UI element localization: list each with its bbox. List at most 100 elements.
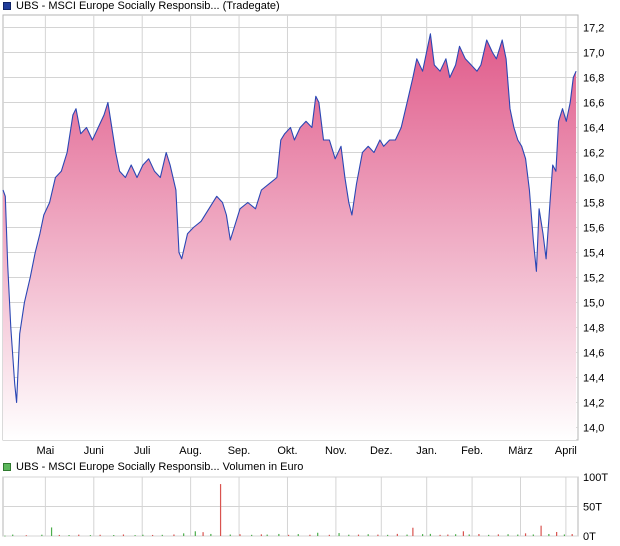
volume-legend-label: UBS - MSCI Europe Socially Responsib... …	[16, 461, 304, 473]
volume-legend: UBS - MSCI Europe Socially Responsib... …	[3, 461, 303, 473]
volume-legend-swatch	[3, 463, 11, 471]
volume-bar	[25, 535, 27, 537]
price-area-fill	[3, 33, 577, 441]
price-x-tick-label: Juni	[84, 445, 104, 457]
volume-bar	[260, 534, 262, 536]
volume-bar	[89, 535, 92, 536]
volume-bar	[68, 535, 70, 536]
price-x-tick-label: März	[508, 445, 532, 457]
volume-bar	[468, 534, 470, 536]
volume-bar	[142, 534, 144, 536]
price-y-tick-label: 16,4	[583, 123, 604, 135]
volume-bar	[524, 533, 527, 536]
price-y-tick-label: 14,0	[583, 423, 604, 435]
price-chart-panel: 14,0 14,2 14,4 14,6 14,8 15,0 15,2 15,4 15,6 15,8…	[2, 14, 604, 457]
volume-bar	[210, 533, 212, 536]
volume-bar	[194, 531, 196, 536]
volume-bar	[202, 532, 204, 536]
volume-bar	[229, 534, 231, 536]
price-x-tick-label: Aug.	[179, 445, 202, 457]
volume-bar	[239, 534, 241, 536]
volume-bar	[406, 534, 408, 536]
volume-bar	[338, 533, 340, 536]
price-x-tick-label: Sep.	[228, 445, 251, 457]
volume-bar	[317, 532, 319, 536]
price-x-tick-label: Okt.	[277, 445, 297, 457]
volume-bar	[455, 534, 457, 536]
volume-bar	[412, 527, 414, 536]
price-legend: UBS - MSCI Europe Socially Responsib... …	[3, 0, 280, 12]
volume-chart-panel: 0T 50T 100T	[2, 472, 608, 543]
volume-bar	[278, 533, 280, 536]
price-y-tick-label: 16,6	[583, 98, 604, 110]
volume-bar	[78, 534, 80, 536]
volume-bar	[12, 534, 14, 536]
price-y-tick-label: 14,4	[583, 373, 604, 385]
price-y-tick-label: 15,8	[583, 198, 604, 210]
volume-bar	[309, 534, 311, 536]
volume-bar	[161, 534, 163, 536]
volume-bar	[50, 527, 53, 536]
volume-bar	[563, 534, 566, 536]
volume-bar	[540, 525, 542, 536]
price-x-tick-label: Dez.	[370, 445, 393, 457]
volume-bar	[99, 534, 101, 536]
volume-bar	[357, 534, 360, 536]
volume-bar	[571, 534, 573, 536]
volume-y-tick-label: 50T	[583, 502, 602, 514]
volume-bar	[4, 535, 6, 537]
volume-y-tick-label: 0T	[583, 531, 596, 543]
price-series-line	[2, 33, 577, 404]
volume-bar	[41, 534, 43, 536]
price-y-tick-label: 15,6	[583, 223, 604, 235]
volume-bar	[429, 533, 431, 536]
price-x-tick-label: Nov.	[325, 445, 347, 457]
volume-bar	[219, 484, 222, 536]
volume-bar	[287, 534, 290, 536]
volume-bar	[439, 534, 441, 536]
volume-bar	[517, 534, 519, 536]
price-y-tick-label: 15,2	[583, 273, 604, 285]
volume-bar	[251, 534, 253, 536]
price-y-tick-label: 15,0	[583, 298, 604, 310]
price-y-tick-label: 17,2	[583, 23, 604, 35]
price-legend-label: UBS - MSCI Europe Socially Responsib... …	[16, 0, 280, 12]
volume-bar	[266, 534, 268, 536]
price-y-tick-label: 16,0	[583, 173, 604, 185]
volume-bar	[478, 533, 480, 536]
volume-bar	[447, 534, 449, 536]
volume-bar	[488, 534, 490, 536]
volume-bar	[532, 534, 534, 536]
volume-bar	[377, 534, 379, 536]
volume-bar	[367, 534, 369, 536]
volume-bar	[548, 533, 550, 536]
volume-y-tick-label: 100T	[583, 472, 608, 484]
volume-bar	[328, 534, 330, 536]
volume-bar	[297, 534, 299, 536]
volume-bar	[151, 534, 154, 536]
price-y-tick-label: 17,0	[583, 48, 604, 60]
volume-bar	[421, 534, 424, 536]
price-y-tick-label: 15,4	[583, 248, 604, 260]
price-y-tick-label: 16,2	[583, 148, 604, 160]
price-legend-swatch	[3, 2, 11, 10]
volume-bar	[556, 531, 558, 536]
price-x-tick-label: Feb.	[461, 445, 483, 457]
volume-bar	[122, 534, 125, 536]
price-x-tick-label: Mai	[37, 445, 55, 457]
price-y-tick-label: 16,8	[583, 73, 604, 85]
volume-bar	[113, 534, 115, 536]
price-y-tick-label: 14,8	[583, 323, 604, 335]
price-x-tick-label: Juli	[134, 445, 151, 457]
price-y-tick-label: 14,6	[583, 348, 604, 360]
volume-bar	[396, 533, 398, 536]
volume-bar	[507, 534, 509, 536]
volume-bar	[497, 534, 499, 536]
volume-bar	[58, 534, 60, 536]
volume-bar	[387, 534, 389, 536]
volume-bar	[173, 534, 175, 536]
volume-bar	[462, 531, 464, 536]
price-x-tick-label: Jan.	[416, 445, 437, 457]
volume-bar	[348, 534, 350, 536]
